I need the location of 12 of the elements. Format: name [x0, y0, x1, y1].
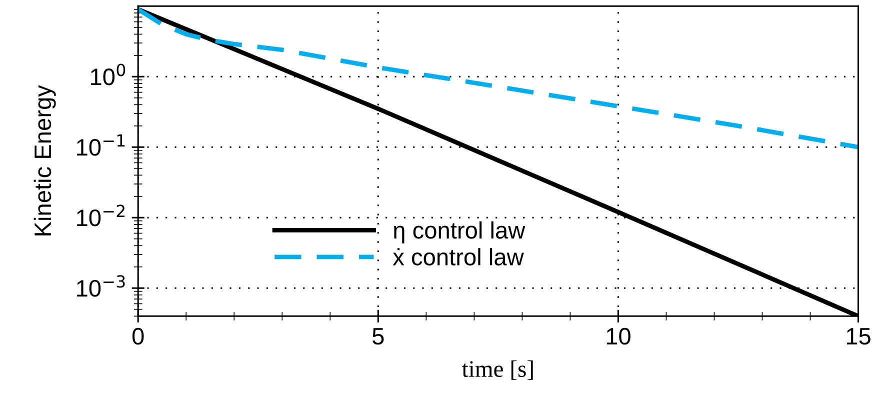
- x-tick-label: 10: [606, 328, 630, 345]
- legend-label: ẋ control law: [392, 248, 524, 266]
- y-tick-label: 10$^{0}$: [91, 64, 126, 86]
- y-tick-label: 10$^{−3}$: [77, 275, 125, 297]
- legend-label: η control law: [394, 221, 526, 244]
- y-axis-title: Kinetic Energy: [34, 85, 56, 236]
- y-tick-label: 10$^{−1}$: [77, 134, 125, 156]
- x-tick-label: 15: [846, 328, 870, 345]
- x-axis-title: time [s]: [462, 360, 533, 380]
- y-tick-label: 10$^{−2}$: [77, 204, 124, 226]
- x-tick-label: 0: [132, 328, 144, 345]
- x-tick-label: 5: [372, 328, 384, 345]
